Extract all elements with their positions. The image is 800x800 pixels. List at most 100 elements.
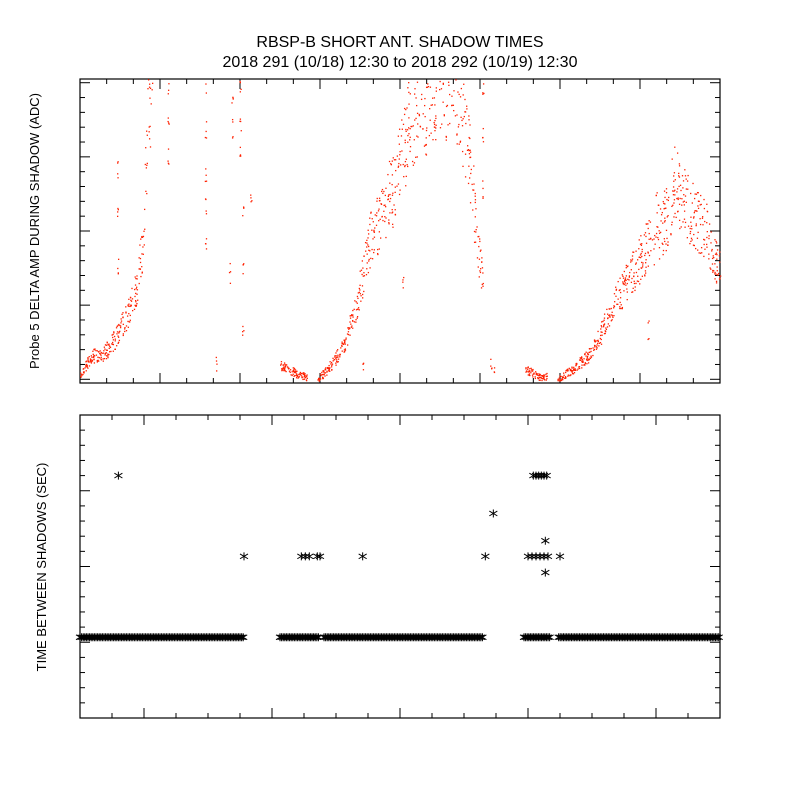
data-point <box>357 297 359 300</box>
data-point-fill <box>355 309 358 311</box>
data-point-fill <box>335 355 337 357</box>
data-point-fill <box>708 237 710 240</box>
data-point-fill <box>341 350 343 352</box>
data-point <box>231 137 234 139</box>
data-point-fill <box>665 192 668 194</box>
data-point-fill <box>714 273 716 275</box>
data-point-fill <box>624 279 626 281</box>
data-point-fill <box>587 362 590 364</box>
data-point-fill <box>371 248 373 251</box>
data-point-fill <box>395 169 397 172</box>
data-point-fill <box>657 236 659 239</box>
data-point-fill <box>91 359 93 361</box>
data-point-fill <box>100 356 102 358</box>
data-point-fill <box>355 319 357 321</box>
data-point <box>205 180 208 182</box>
data-point <box>600 334 602 337</box>
data-point-fill <box>111 343 113 345</box>
data-point-fill <box>468 136 470 139</box>
data-point-fill <box>697 249 699 251</box>
data-point-fill <box>478 245 480 248</box>
data-point-fill <box>648 232 650 235</box>
data-point-fill <box>545 373 547 375</box>
data-point-fill <box>116 331 119 333</box>
asterisk-stroke <box>305 553 314 560</box>
data-point-fill <box>401 150 403 152</box>
data-point <box>205 174 207 176</box>
data-point-fill <box>362 297 364 299</box>
data-point <box>141 253 143 255</box>
data-point-fill <box>295 377 298 379</box>
data-point-fill <box>292 367 294 369</box>
data-point-fill <box>405 108 407 111</box>
data-point-fill <box>665 249 667 252</box>
data-point-fill <box>694 193 696 195</box>
asterisk-stroke <box>114 472 123 479</box>
data-point <box>229 282 232 284</box>
data-point-fill <box>113 331 115 333</box>
data-point-fill <box>134 284 137 286</box>
data-point <box>229 271 232 273</box>
data-point-fill <box>323 371 325 374</box>
data-point-fill <box>601 331 603 333</box>
data-point-fill <box>632 291 634 293</box>
data-point-fill <box>117 341 120 344</box>
data-point-fill <box>352 314 354 316</box>
data-point-fill <box>679 184 682 186</box>
data-point-fill <box>92 353 94 355</box>
data-point <box>136 286 138 288</box>
data-point-fill <box>382 192 384 194</box>
data-point-fill <box>603 332 606 335</box>
data-point-fill <box>122 316 124 319</box>
data-point-fill <box>303 375 306 378</box>
data-point-fill <box>641 275 644 277</box>
data-point-fill <box>673 199 676 201</box>
data-point-fill <box>465 122 467 125</box>
data-point-fill <box>376 200 378 202</box>
data-point-fill <box>693 233 695 236</box>
data-point-fill <box>139 261 142 264</box>
data-point-fill <box>628 275 631 277</box>
data-point-fill <box>661 211 663 214</box>
data-point-fill <box>632 287 634 289</box>
data-point-fill <box>583 358 585 360</box>
data-point-fill <box>715 242 718 244</box>
data-point <box>242 206 245 208</box>
data-point-fill <box>560 375 562 378</box>
data-point-fill <box>373 236 376 238</box>
data-point-fill <box>695 247 697 250</box>
data-point-fill <box>119 325 122 327</box>
data-point-fill <box>690 237 693 240</box>
data-point <box>240 130 242 132</box>
data-point-fill <box>405 130 407 132</box>
data-point-fill <box>108 344 110 346</box>
data-point-fill <box>434 119 436 122</box>
data-point-fill <box>716 258 718 260</box>
data-point-fill <box>662 249 665 252</box>
data-point-fill <box>469 156 472 158</box>
data-point-fill <box>393 159 396 161</box>
data-point-fill <box>376 212 378 214</box>
data-point-fill <box>291 374 293 377</box>
data-point-fill <box>344 343 346 345</box>
data-point-fill <box>676 191 678 193</box>
asterisk-stroke <box>535 553 545 560</box>
data-point-fill <box>383 210 385 212</box>
data-point-fill <box>451 95 453 97</box>
data-point-fill <box>447 124 449 126</box>
data-point-fill <box>120 320 123 322</box>
data-point <box>205 137 208 139</box>
data-point-fill <box>404 165 406 168</box>
data-point-fill <box>383 204 385 207</box>
asterisk-marker <box>481 552 490 561</box>
data-point-fill <box>384 206 387 208</box>
data-point <box>117 211 119 213</box>
data-point-fill <box>664 207 666 210</box>
data-point-fill <box>375 215 378 217</box>
data-point-fill <box>107 357 109 359</box>
data-point-fill <box>115 327 118 329</box>
data-point-fill <box>599 337 601 340</box>
data-point-fill <box>105 357 108 360</box>
data-point-fill <box>324 368 326 370</box>
